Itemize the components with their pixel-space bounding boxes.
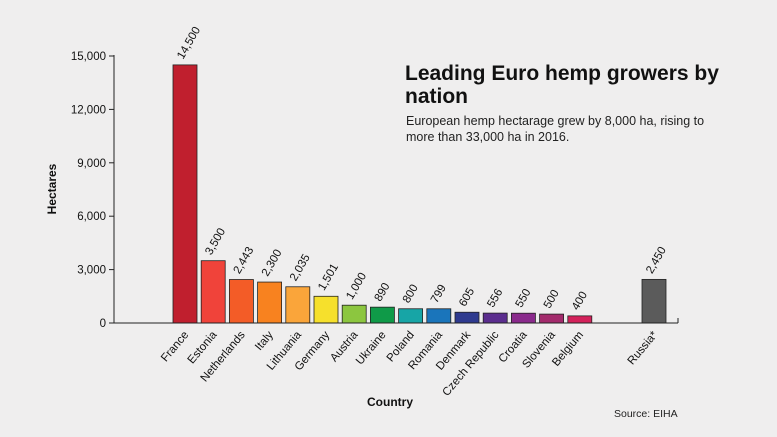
y-tick-label: 3,000 [77,265,106,277]
y-tick-label: 15,000 [71,51,106,63]
bar-ukraine [369,306,395,324]
bar-lithuania [285,286,311,324]
y-tick-label: 12,000 [71,104,106,116]
y-tick-label: 0 [100,318,106,330]
data-label: 1,000 [344,271,369,302]
bar-germany [313,295,339,324]
x-tick-label: Italy [253,329,276,353]
data-label: 2,035 [288,252,313,283]
data-label: 2,450 [644,245,669,276]
y-tick-label: 6,000 [77,211,106,223]
bar-france [172,64,198,324]
x-axis-title: Country [367,395,413,409]
bar-romania [426,308,452,324]
bar-belgium [567,315,593,324]
data-label: 1,501 [316,262,341,293]
data-label: 799 [429,283,449,306]
data-label: 605 [457,286,477,309]
data-label: 800 [401,283,421,306]
data-label: 2,443 [232,245,257,276]
data-label: 400 [570,290,590,313]
bar-estonia [200,260,226,324]
data-label: 3,500 [203,226,228,257]
bar-italy [257,281,283,324]
data-label: 14,500 [175,25,203,61]
source-note: Source: EIHA [614,408,678,420]
data-label: 550 [514,287,534,310]
bar-russia [641,278,667,324]
y-axis-title: Hectares [45,163,59,214]
chart-subtitle: European hemp hectarage grew by 8,000 ha… [406,114,705,144]
y-axis: 0 3,000 6,000 9,000 12,000 15,000 [71,51,115,330]
x-tick-label: Russia* [626,329,661,367]
bar-czech-republic [482,312,508,324]
bar-slovenia [539,313,564,324]
bar-austria [341,304,367,324]
y-tick-label: 9,000 [77,158,106,170]
data-label: 890 [373,281,393,304]
chart-title: Leading Euro hemp growers by nation [405,62,719,108]
data-label: 500 [542,288,562,311]
data-label: 556 [485,287,505,310]
bar-poland [398,308,424,324]
bar-netherlands [228,279,254,324]
x-tick-label: Ukraine [354,329,389,367]
bar-croatia [510,312,536,324]
data-label: 2,300 [260,248,285,279]
bar-denmark [454,311,480,324]
